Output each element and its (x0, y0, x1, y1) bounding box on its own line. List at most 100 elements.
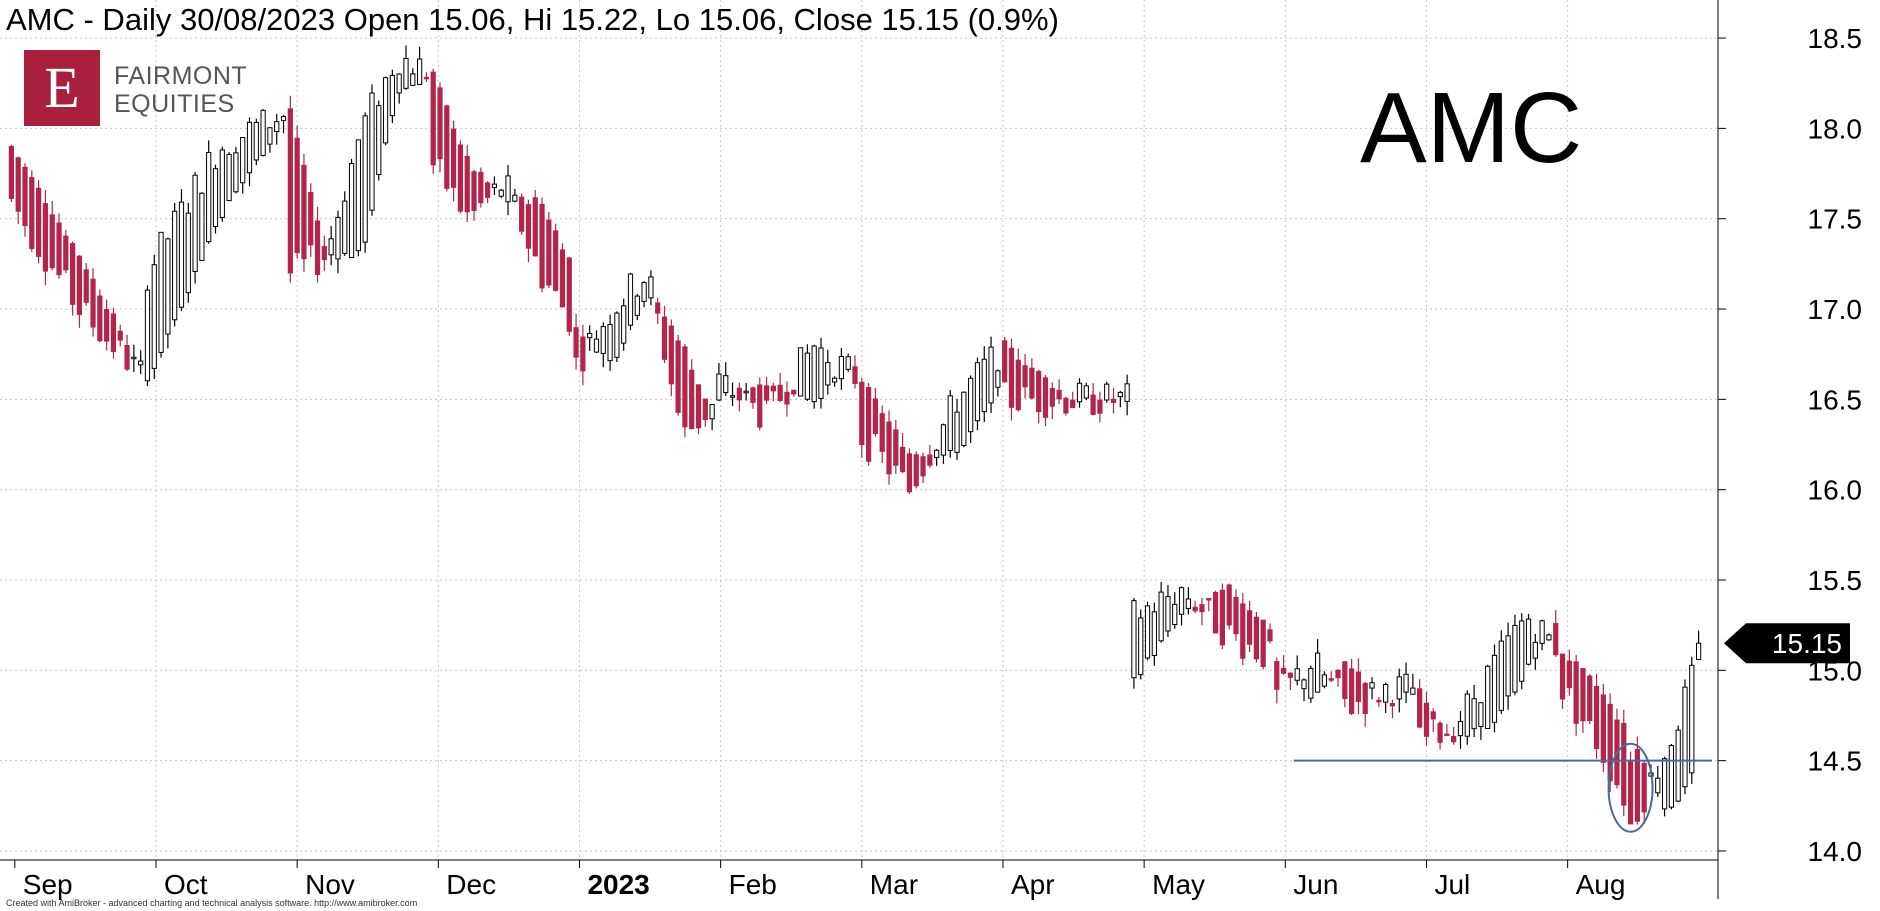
candle-body (600, 326, 606, 354)
candle-body (1124, 383, 1130, 402)
candle-body (1587, 675, 1593, 722)
candle-body (1206, 598, 1212, 601)
x-tick-label: Apr (1011, 869, 1055, 900)
candle-body (382, 77, 389, 144)
candle-body (423, 76, 430, 80)
candle-body (995, 370, 1001, 388)
candle-body (1131, 600, 1137, 679)
candle-body (689, 369, 695, 430)
candle-body (1056, 389, 1062, 400)
candle-body (1212, 591, 1219, 634)
footer-credit: Created with AmiBroker - advanced charti… (6, 898, 418, 908)
candle-body (491, 183, 498, 188)
candle-body (1451, 736, 1457, 743)
candle-body (1199, 604, 1205, 613)
x-tick-label: Aug (1576, 869, 1626, 900)
candle-body (1192, 606, 1198, 612)
candle-body (702, 398, 708, 421)
candle-body (1655, 777, 1661, 794)
candle-body (573, 327, 579, 358)
candle-body (825, 362, 831, 386)
candle-body (723, 375, 729, 394)
candle-body (274, 121, 280, 133)
candle-body (1383, 683, 1389, 703)
candle-body (1369, 682, 1375, 689)
candle-body (1042, 377, 1049, 418)
candle-body (348, 163, 355, 259)
candle-body (1675, 729, 1681, 802)
candle-body (1491, 654, 1498, 723)
candle-body (1423, 702, 1430, 737)
candle-body (1008, 347, 1015, 408)
x-tick-label: Jul (1434, 869, 1470, 900)
candle-body (192, 174, 198, 272)
candle-body (1144, 605, 1151, 659)
y-tick-label: 18.0 (1808, 113, 1863, 144)
candle-body (818, 347, 824, 399)
candle-body (1076, 382, 1083, 403)
candle-body (165, 238, 171, 335)
candle-body (1097, 399, 1103, 414)
candle-body (974, 362, 981, 422)
candle-body (1308, 667, 1314, 699)
candle-body (369, 92, 375, 211)
axes: 18.5 18.0 17.5 17.0 16.5 16.0 15.5 15.0 14.5 14.0… (0, 0, 1862, 900)
candle-body (1525, 618, 1532, 665)
candle-body (199, 192, 205, 261)
candle-body (757, 384, 763, 428)
candle-body (580, 336, 586, 372)
candle-body (920, 456, 926, 477)
y-tick-label: 17.0 (1808, 294, 1863, 325)
candle-body (144, 289, 151, 382)
candle-body (1240, 603, 1246, 659)
candle-body (451, 128, 457, 188)
candle-body (621, 305, 627, 344)
candle-body (532, 197, 538, 257)
candle-body (1403, 673, 1409, 693)
candle-body (260, 109, 266, 156)
candle-body (117, 330, 123, 341)
candle-body (1355, 671, 1362, 703)
candle-body (314, 220, 321, 275)
highlight-ellipse (1607, 742, 1654, 833)
candle-body (212, 168, 219, 228)
candle-body (403, 58, 409, 89)
candle-body (709, 403, 715, 420)
candle-body (900, 446, 906, 473)
candle-body (988, 346, 994, 404)
candle-body (797, 347, 804, 397)
candle-body (362, 115, 368, 243)
candle-body (634, 295, 640, 316)
candle-body (845, 356, 851, 370)
candle-body (97, 295, 103, 342)
candle-body (1246, 610, 1253, 645)
candle-body (512, 194, 518, 202)
candle-body (233, 152, 239, 193)
candle-body (1083, 385, 1089, 399)
x-tick-label: Feb (729, 869, 777, 900)
candle-body (1260, 619, 1266, 667)
candle-body (750, 387, 756, 403)
candle-body (29, 177, 35, 249)
candle-body (1593, 686, 1600, 750)
candle-body (1287, 672, 1294, 678)
candle-body (1274, 661, 1280, 690)
candle-body (1267, 629, 1273, 642)
candle-body (655, 302, 661, 314)
candle-body (246, 121, 253, 174)
candle-body (1689, 664, 1695, 774)
candle-body (1226, 584, 1232, 626)
candle-body (389, 74, 395, 117)
candle-body (1376, 699, 1382, 703)
candle-body (1417, 688, 1423, 728)
candle-body (1498, 640, 1504, 711)
candle-body (852, 366, 858, 385)
candle-body (1553, 623, 1559, 656)
candle-body (886, 421, 892, 475)
candle-body (695, 384, 702, 429)
candle-body (22, 166, 28, 227)
candle-body (1661, 758, 1668, 810)
candle-body (1512, 624, 1518, 693)
candle-body (253, 121, 259, 161)
candle-body (566, 257, 572, 332)
